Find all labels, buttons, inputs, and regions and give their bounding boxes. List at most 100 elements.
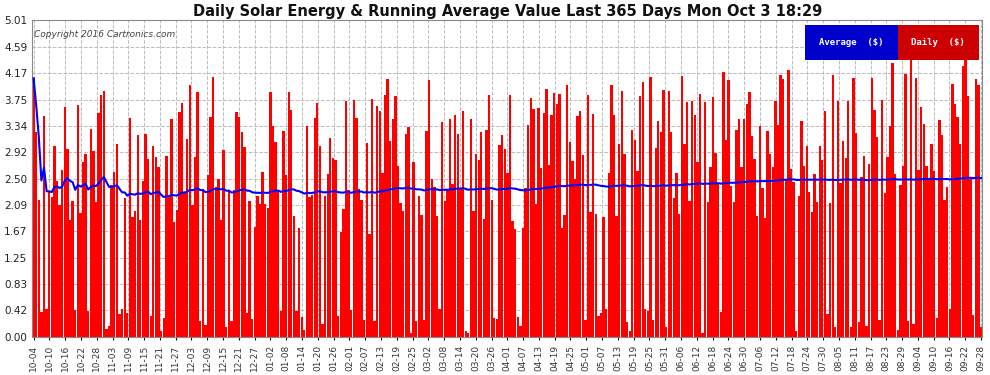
Bar [295, 311, 298, 337]
Bar [792, 182, 795, 337]
Bar [274, 142, 277, 337]
Bar [246, 313, 248, 337]
Bar [933, 171, 936, 337]
Bar [316, 103, 319, 337]
Bar [160, 331, 162, 337]
Bar [680, 76, 683, 337]
Bar [137, 135, 139, 337]
Bar [769, 153, 771, 337]
Bar [715, 153, 717, 337]
Bar [855, 133, 857, 337]
Bar [691, 100, 693, 337]
Bar [212, 77, 215, 337]
Bar [964, 60, 966, 337]
Bar [223, 150, 225, 337]
Bar [340, 231, 342, 337]
Bar [69, 220, 71, 337]
Bar [343, 209, 345, 337]
Bar [501, 135, 503, 337]
Bar [876, 137, 878, 337]
Bar [512, 221, 514, 337]
Bar [678, 214, 680, 337]
Bar [311, 195, 313, 337]
Bar [939, 120, 940, 337]
Bar [126, 313, 129, 337]
Bar [378, 111, 381, 337]
Bar [186, 139, 188, 337]
Bar [725, 140, 728, 337]
Bar [694, 115, 696, 337]
Bar [66, 148, 68, 337]
Bar [670, 132, 672, 337]
Bar [357, 189, 360, 337]
Bar [597, 316, 600, 337]
Bar [857, 322, 860, 337]
Bar [272, 126, 274, 337]
Bar [74, 310, 76, 337]
Bar [71, 201, 74, 337]
Bar [704, 102, 706, 337]
Text: Average  ($): Average ($) [819, 38, 883, 47]
Bar [644, 309, 646, 337]
Bar [728, 81, 730, 337]
Bar [847, 101, 849, 337]
Bar [327, 174, 329, 337]
Bar [832, 75, 834, 337]
Bar [92, 151, 95, 337]
Bar [816, 202, 819, 337]
Bar [90, 129, 92, 337]
Bar [613, 115, 615, 337]
Bar [522, 228, 524, 337]
Bar [173, 222, 175, 337]
Bar [483, 219, 485, 337]
Bar [446, 189, 448, 337]
Bar [547, 165, 550, 337]
Bar [506, 173, 509, 337]
Bar [587, 96, 589, 337]
Bar [956, 117, 959, 337]
Bar [753, 159, 755, 337]
Bar [207, 175, 209, 337]
Bar [926, 166, 928, 337]
Bar [582, 155, 584, 337]
Bar [392, 118, 394, 337]
Bar [750, 136, 753, 337]
Bar [629, 331, 631, 337]
Bar [835, 327, 837, 337]
Bar [881, 100, 883, 337]
Bar [210, 117, 212, 337]
Bar [436, 216, 439, 337]
Bar [688, 201, 691, 337]
Bar [860, 177, 862, 337]
Bar [972, 315, 974, 337]
Bar [610, 86, 613, 337]
Bar [165, 156, 167, 337]
Bar [496, 319, 498, 337]
Bar [108, 326, 110, 337]
Bar [915, 78, 917, 337]
Bar [485, 130, 488, 337]
Bar [821, 160, 824, 337]
Bar [736, 129, 738, 337]
Bar [84, 154, 87, 337]
Bar [147, 159, 149, 337]
Bar [910, 60, 912, 337]
Bar [467, 333, 469, 337]
Bar [782, 79, 784, 337]
Bar [849, 327, 852, 337]
Bar [621, 91, 623, 337]
Bar [766, 130, 769, 337]
Bar [132, 217, 134, 337]
Bar [696, 162, 699, 337]
Bar [46, 309, 48, 337]
Bar [444, 201, 446, 337]
Bar [558, 94, 560, 337]
Bar [183, 192, 186, 337]
Bar [82, 162, 84, 337]
Bar [600, 313, 602, 337]
Bar [795, 330, 797, 337]
Bar [363, 320, 365, 337]
Bar [519, 326, 522, 337]
Bar [649, 76, 651, 337]
Bar [509, 94, 511, 337]
